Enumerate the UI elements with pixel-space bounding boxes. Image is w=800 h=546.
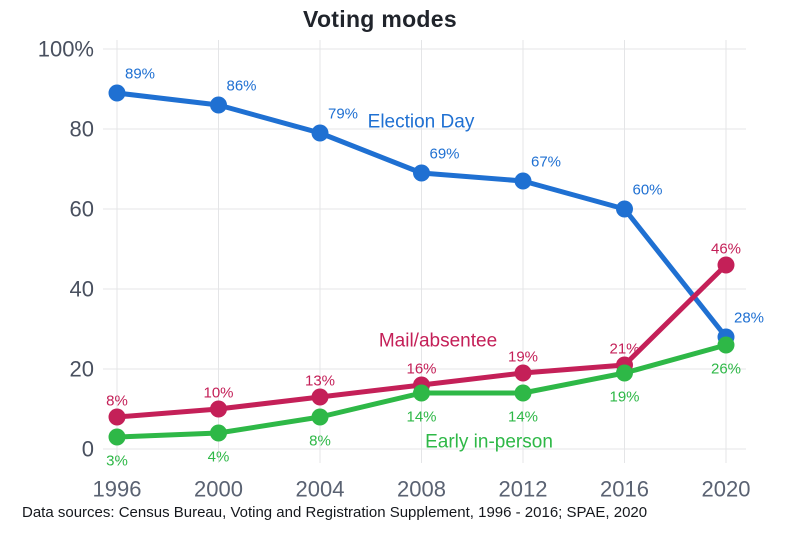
data-label-election-day: 28% — [734, 310, 764, 327]
x-axis-tick-label: 2004 — [296, 477, 345, 502]
data-label-election-day: 79% — [328, 106, 358, 123]
data-label-early-in-person: 14% — [508, 409, 538, 426]
x-axis-tick-label: 2012 — [499, 477, 548, 502]
data-label-early-in-person: 8% — [309, 433, 331, 450]
data-label-mail-absentee: 8% — [106, 393, 128, 410]
data-point-early-in-person — [311, 408, 329, 426]
x-axis-tick-label: 2020 — [702, 477, 751, 502]
y-axis-tick-label: 80 — [70, 117, 94, 142]
data-label-mail-absentee: 13% — [305, 373, 335, 390]
data-label-mail-absentee: 46% — [711, 241, 741, 258]
y-axis-tick-label: 40 — [70, 277, 94, 302]
data-point-election-day — [413, 164, 430, 182]
series-name-election-day: Election Day — [368, 112, 475, 133]
y-axis-tick-label: 0 — [82, 437, 94, 462]
y-axis-tick-label: 20 — [70, 357, 94, 382]
data-label-early-in-person: 4% — [208, 449, 230, 466]
data-label-early-in-person: 3% — [106, 453, 128, 470]
y-axis-tick-label: 60 — [70, 197, 94, 222]
data-point-early-in-person — [616, 364, 633, 382]
data-label-mail-absentee: 19% — [508, 349, 538, 366]
data-point-election-day — [616, 200, 633, 218]
data-label-mail-absentee: 21% — [609, 341, 639, 358]
data-label-election-day: 69% — [429, 146, 459, 163]
data-point-mail-absentee — [717, 256, 735, 274]
data-point-early-in-person — [717, 336, 735, 354]
data-label-election-day: 67% — [531, 154, 561, 171]
data-point-election-day — [311, 124, 329, 142]
data-label-mail-absentee: 16% — [406, 361, 436, 378]
data-point-mail-absentee — [311, 388, 329, 406]
data-point-early-in-person — [514, 384, 532, 402]
data-point-mail-absentee — [108, 408, 126, 426]
data-point-early-in-person — [413, 384, 430, 402]
data-point-election-day — [210, 96, 227, 114]
data-point-early-in-person — [210, 424, 227, 442]
data-label-election-day: 86% — [226, 78, 256, 95]
x-axis-tick-label: 1996 — [93, 477, 142, 502]
series-name-mail-absentee: Mail/absentee — [379, 331, 497, 352]
x-axis-tick-label: 2016 — [600, 477, 649, 502]
data-label-early-in-person: 19% — [609, 389, 639, 406]
data-sources-note: Data sources: Census Bureau, Voting and … — [22, 504, 648, 521]
data-label-early-in-person: 14% — [406, 409, 436, 426]
data-label-election-day: 89% — [125, 66, 155, 83]
y-axis-tick-label: 100% — [38, 37, 94, 62]
data-point-mail-absentee — [514, 364, 532, 382]
data-label-mail-absentee: 10% — [203, 385, 233, 402]
x-axis-tick-label: 2000 — [194, 477, 243, 502]
series-name-early-in-person: Early in-person — [425, 432, 553, 453]
data-point-election-day — [108, 84, 126, 102]
data-point-election-day — [514, 172, 532, 190]
data-label-early-in-person: 26% — [711, 361, 741, 378]
chart-title: Voting modes — [303, 6, 457, 32]
data-point-mail-absentee — [210, 400, 227, 418]
data-point-early-in-person — [108, 428, 126, 446]
data-label-election-day: 60% — [632, 182, 662, 199]
x-axis-tick-label: 2008 — [397, 477, 446, 502]
